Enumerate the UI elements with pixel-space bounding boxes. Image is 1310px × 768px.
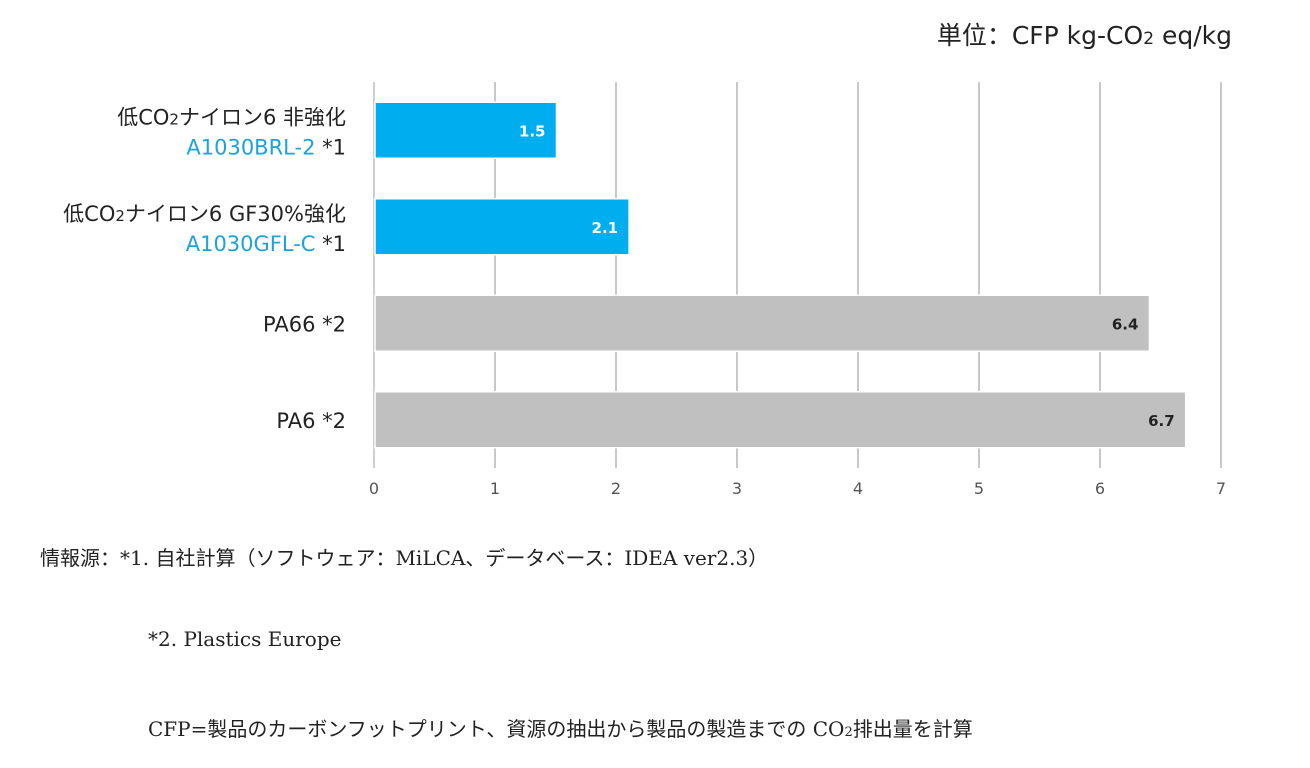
data-label: 2.1 (592, 219, 619, 237)
x-tick-label: 6 (1095, 479, 1105, 498)
bar (374, 198, 630, 256)
x-tick-label: 3 (732, 479, 742, 498)
cfp-definition-note: CFP=製品のカーボンフットプリント、資源の抽出から製品の製造までの CO2排出… (148, 717, 973, 741)
data-label: 6.4 (1112, 315, 1139, 333)
category-label: 低CO2ナイロン6 GF30%強化 (63, 202, 346, 226)
category-label: PA6 *2 (276, 409, 346, 433)
source-note-2: *2. Plastics Europe (148, 627, 342, 651)
bar (374, 391, 1187, 449)
data-label: 6.7 (1148, 412, 1175, 430)
data-label: 1.5 (519, 122, 546, 140)
x-tick-label: 0 (369, 479, 379, 498)
x-tick-label: 5 (974, 479, 984, 498)
x-tick-label: 7 (1216, 479, 1226, 498)
bar-chart: 1.5 2.1 6.4 6.7 低CO2ナイロン6 非強化 A1030BRL-2 *1 低… (63, 82, 1226, 498)
product-label: A1030BRL-2 *1 (186, 135, 346, 159)
x-tick-label: 1 (490, 479, 500, 498)
x-tick-label: 4 (853, 479, 863, 498)
category-label: PA66 *2 (263, 312, 346, 336)
x-tick-label: 2 (611, 479, 621, 498)
product-label: A1030GFL-C *1 (186, 232, 346, 256)
category-label: 低CO2ナイロン6 非強化 (117, 105, 346, 129)
bar (374, 101, 558, 159)
bar (374, 294, 1151, 352)
source-note-1: 情報源：*1. 自社計算（ソフトウェア：MiLCA、データベース：IDEA ve… (40, 546, 769, 570)
unit-label: 単位：CFP kg-CO2 eq/kg (936, 21, 1232, 50)
